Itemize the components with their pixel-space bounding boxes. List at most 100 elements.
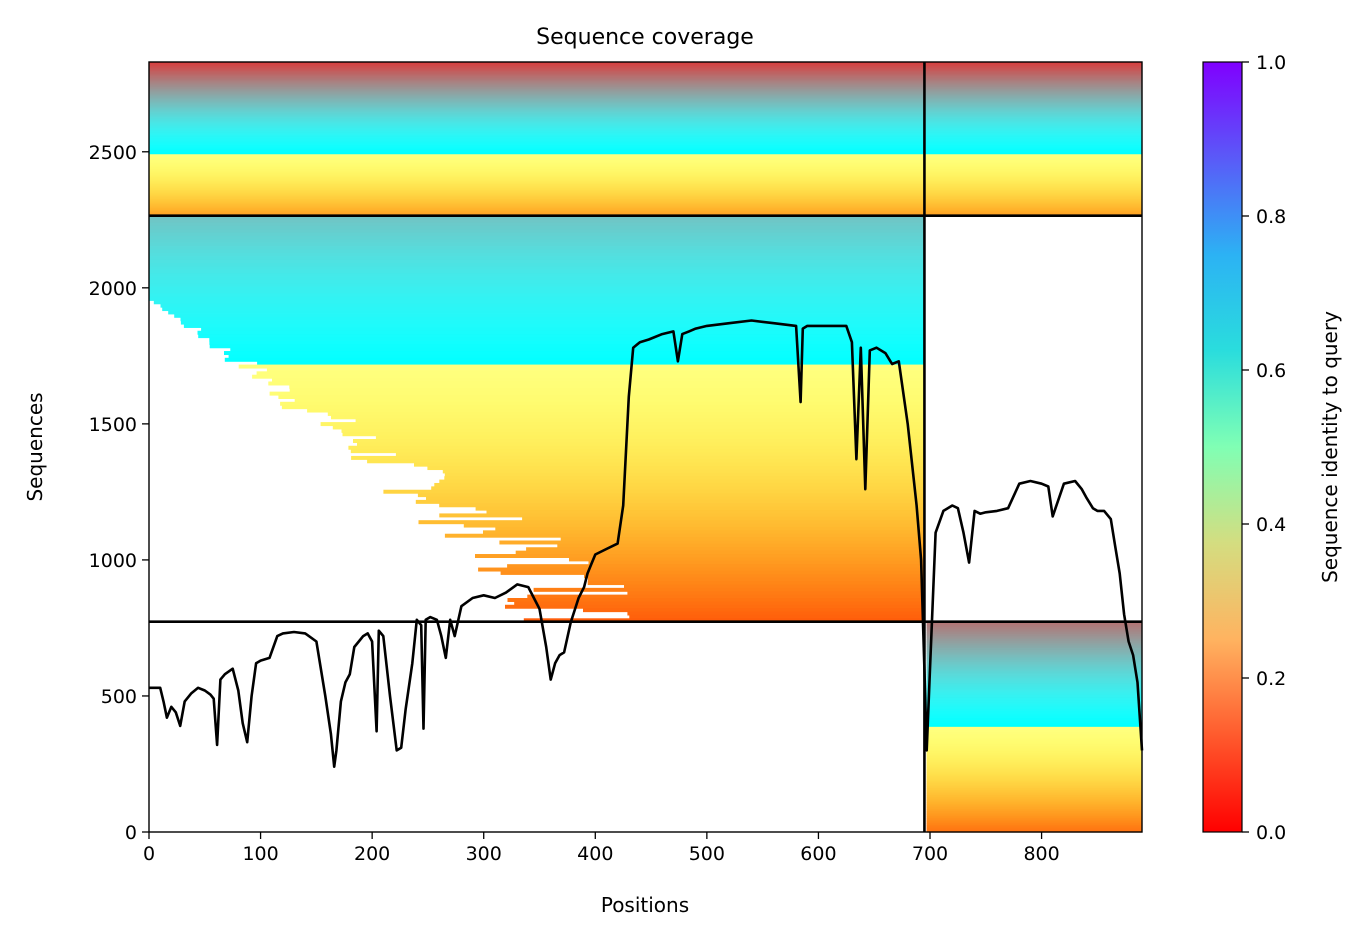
heatmap-row: [209, 344, 925, 349]
heatmap-row: [926, 712, 1142, 716]
heatmap-row: [375, 435, 925, 440]
heatmap-row: [149, 259, 925, 264]
heatmap-row: [926, 656, 1142, 660]
heatmap-row: [560, 537, 925, 542]
heatmap-row: [500, 570, 925, 575]
heatmap-row: [924, 178, 1142, 181]
heatmap-row: [149, 99, 925, 102]
heatmap-row: [439, 513, 925, 518]
heatmap-row: [924, 97, 1142, 100]
heatmap-row: [926, 824, 1142, 828]
heatmap-row: [149, 133, 925, 136]
heatmap-row: [924, 191, 1142, 194]
heatmap-row: [149, 137, 925, 140]
heatmap-row: [149, 182, 925, 185]
heatmap-row: [533, 587, 925, 592]
heatmap-row: [924, 205, 1142, 208]
y-axis-ticks: 0 500 1000 1500 2000 2500: [89, 142, 149, 844]
heatmap-row: [272, 378, 925, 383]
heatmap-row: [924, 167, 1142, 169]
heatmap-row: [926, 663, 1142, 667]
heatmap-row: [924, 123, 1142, 126]
heatmap-row: [924, 99, 1142, 102]
heatmap-row: [209, 337, 925, 342]
heatmap-row: [418, 520, 925, 525]
heatmap-row: [924, 149, 1142, 151]
heatmap-row: [926, 765, 1142, 768]
heatmap-row: [924, 90, 1142, 93]
heatmap-row: [149, 102, 925, 105]
heatmap-row: [924, 210, 1142, 213]
heatmap-row: [924, 141, 1142, 144]
heatmap-row: [149, 113, 925, 116]
heatmap-row: [926, 686, 1142, 689]
heatmap-row: [926, 670, 1142, 674]
heatmap-row: [924, 193, 1142, 196]
heatmap-row: [557, 543, 925, 548]
heatmap-row: [522, 516, 925, 521]
heatmap-row: [924, 158, 1142, 160]
heatmap-row: [439, 479, 925, 484]
heatmap-row: [924, 154, 1142, 157]
heatmap-row: [514, 601, 925, 606]
heatmap-row: [383, 489, 925, 494]
heatmap-row: [268, 381, 925, 386]
heatmap-row: [149, 266, 925, 271]
heatmap-row: [924, 128, 1142, 131]
heatmap-row: [926, 695, 1142, 698]
heatmap-row: [926, 709, 1142, 712]
heatmap-row: [149, 165, 925, 168]
heatmap-row: [924, 106, 1142, 109]
heatmap-row: [149, 127, 925, 130]
heatmap-row: [924, 150, 1142, 153]
heatmap-row: [926, 784, 1142, 788]
heatmap-row: [444, 476, 925, 481]
heatmap-row: [168, 310, 925, 315]
heatmap-row: [442, 469, 925, 474]
heatmap-row: [256, 371, 925, 376]
heatmap-row: [149, 124, 925, 127]
heatmap-row: [924, 152, 1142, 155]
heatmap-row: [149, 219, 925, 224]
heatmap-row: [160, 303, 925, 308]
colorbar-tick-label: 0.2: [1256, 668, 1286, 690]
heatmap-row: [149, 296, 925, 301]
heatmap-row: [149, 188, 925, 191]
heatmap-row: [149, 256, 925, 261]
x-axis-ticks: 0 100 200 300 400 500 600 700 800: [143, 832, 1060, 865]
heatmap-row: [149, 200, 925, 203]
heatmap-row: [149, 155, 925, 158]
heatmap-row: [924, 174, 1142, 177]
heatmap-row: [149, 236, 925, 241]
heatmap-row: [209, 340, 925, 345]
heatmap-row: [926, 642, 1142, 646]
heatmap-row: [149, 132, 925, 135]
heatmap-row: [431, 486, 925, 491]
heatmap-row: [926, 821, 1142, 824]
heatmap-row: [924, 119, 1142, 122]
heatmap-row: [149, 225, 925, 230]
heatmap-row: [926, 772, 1142, 775]
heatmap-row: [926, 754, 1142, 758]
heatmap-row: [230, 347, 925, 352]
heatmap-row: [924, 168, 1142, 171]
heatmap-row: [149, 135, 925, 137]
heatmap-row: [924, 211, 1142, 214]
heatmap-row: [149, 280, 925, 284]
heatmap-row: [926, 774, 1142, 777]
heatmap-row: [278, 395, 925, 399]
heatmap-row: [924, 95, 1142, 98]
heatmap-row: [149, 83, 925, 86]
heatmap-row: [926, 742, 1142, 745]
heatmap-row: [924, 159, 1142, 162]
heatmap-row: [924, 143, 1142, 146]
heatmap-row: [149, 115, 925, 118]
heatmap-row: [926, 732, 1142, 735]
heatmap-row: [332, 425, 925, 430]
heatmap-row: [924, 200, 1142, 203]
heatmap-row: [417, 493, 925, 498]
heatmap-row: [924, 62, 1142, 64]
heatmap-row: [924, 195, 1142, 198]
chart-title: Sequence coverage: [536, 25, 754, 50]
heatmap-row: [926, 802, 1142, 805]
